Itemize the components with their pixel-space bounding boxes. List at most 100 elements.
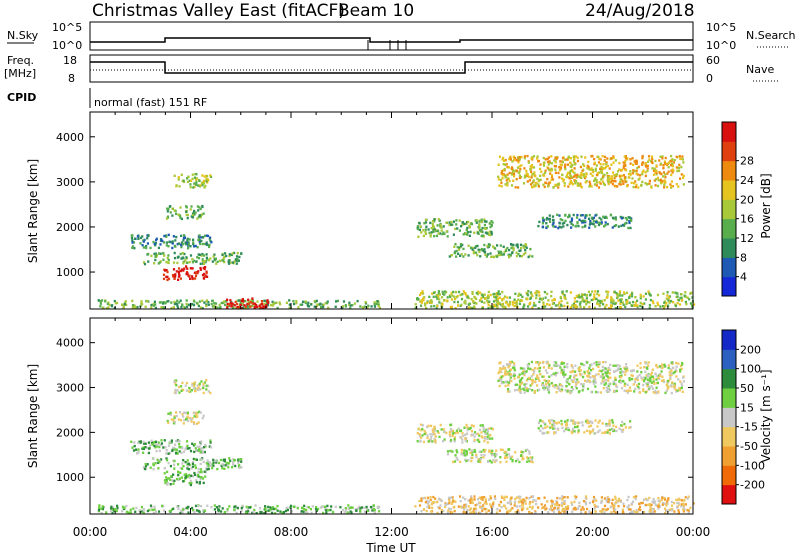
velocity-pixel: [647, 503, 650, 506]
power-pixel: [646, 164, 649, 168]
power-pixel: [470, 222, 473, 225]
beam-label: Beam 10: [338, 1, 414, 21]
velocity-pixel: [628, 377, 631, 380]
velocity-pixel: [526, 460, 529, 463]
velocity-colorbar-segment: [722, 426, 736, 447]
velocity-pixel: [514, 451, 517, 454]
velocity-pixel: [423, 429, 426, 433]
velocity-pixel: [505, 373, 508, 376]
velocity-pixel: [467, 499, 470, 502]
velocity-pixel: [480, 450, 483, 453]
power-pixel: [622, 216, 625, 219]
velocity-pixel: [456, 451, 459, 454]
power-pixel: [187, 243, 190, 247]
power-pixel: [573, 179, 576, 182]
power-pixel: [672, 161, 675, 164]
velocity-pixel: [529, 384, 532, 387]
power-pixel: [536, 155, 539, 158]
velocity-pixel: [645, 382, 648, 385]
power-pixel: [542, 156, 545, 160]
velocity-pixel: [194, 447, 197, 450]
power-pixel: [559, 295, 562, 299]
velocity-pixel: [186, 459, 189, 462]
power-pixel: [661, 180, 664, 183]
power-pixel: [464, 253, 467, 256]
velocity-pixel: [172, 482, 175, 485]
velocity-pixel: [472, 433, 475, 436]
power-pixel: [550, 155, 553, 158]
velocity-pixel: [541, 375, 544, 378]
velocity-pixel: [240, 506, 243, 510]
velocity-pixel: [190, 467, 193, 470]
velocity-pixel: [573, 430, 576, 433]
power-pixel: [590, 168, 593, 171]
power-pixel: [661, 175, 665, 178]
power-pixel: [166, 256, 169, 260]
velocity-pixel: [514, 510, 517, 514]
velocity-pixel: [153, 505, 156, 508]
power-pixel: [191, 177, 194, 181]
velocity-pixel: [670, 361, 673, 364]
power-pixel: [191, 277, 194, 280]
velocity-pixel: [605, 389, 608, 392]
power-pixel: [205, 304, 208, 308]
velocity-pixel: [195, 481, 198, 484]
velocity-pixel: [603, 511, 606, 514]
power-pixel: [209, 174, 212, 177]
power-pixel: [457, 252, 460, 255]
power-pixel: [561, 222, 564, 225]
velocity-pixel: [508, 360, 512, 364]
power-echo-region: [97, 299, 382, 310]
power-pixel: [549, 220, 552, 223]
power-pixel: [545, 226, 548, 230]
power-pixel: [194, 172, 197, 176]
power-pixel: [458, 219, 461, 222]
velocity-pixel: [563, 429, 566, 433]
velocity-pixel: [144, 446, 147, 449]
power-pixel: [653, 167, 656, 170]
power-pixel: [634, 304, 638, 307]
velocity-pixel: [191, 382, 194, 385]
power-pixel: [487, 303, 490, 307]
velocity-pixel: [417, 427, 420, 430]
velocity-pixel: [156, 458, 159, 461]
power-pixel: [546, 157, 549, 161]
power-pixel: [562, 179, 565, 183]
power-pixel: [607, 290, 610, 294]
velocity-pixel: [274, 512, 277, 515]
power-colorbar-frame: [721, 121, 737, 297]
velocity-pixel: [140, 506, 144, 509]
velocity-pixel: [196, 388, 200, 391]
velocity-pixel: [638, 502, 641, 506]
power-pixel: [569, 179, 572, 183]
power-pixel: [635, 172, 638, 175]
power-pixel: [542, 306, 545, 309]
velocity-pixel: [175, 384, 178, 387]
power-pixel: [658, 159, 661, 162]
nave-label: Nave: [746, 63, 774, 76]
power-pixel: [341, 305, 345, 308]
velocity-pixel: [122, 506, 125, 509]
power-pixel: [614, 159, 617, 162]
velocity-pixel: [464, 439, 467, 442]
velocity-pixel: [151, 508, 154, 512]
power-pixel: [342, 300, 346, 303]
power-pixel: [511, 303, 514, 306]
velocity-pixel: [629, 369, 632, 373]
power-pixel: [452, 233, 455, 236]
velocity-pixel: [575, 387, 578, 390]
power-pixel: [556, 183, 559, 186]
power-pixel: [497, 250, 500, 253]
power-pixel: [508, 179, 511, 183]
velocity-pixel: [98, 506, 101, 509]
power-pixel: [648, 306, 651, 310]
power-pixel: [553, 164, 556, 168]
power-pixel: [539, 297, 542, 300]
power-pixel: [171, 240, 174, 243]
power-pixel: [437, 229, 440, 232]
velocity-pixel: [334, 505, 337, 509]
power-pixel: [114, 302, 117, 305]
power-pixel: [179, 299, 182, 302]
velocity-pixel: [660, 370, 663, 373]
power-pixel: [366, 306, 369, 309]
